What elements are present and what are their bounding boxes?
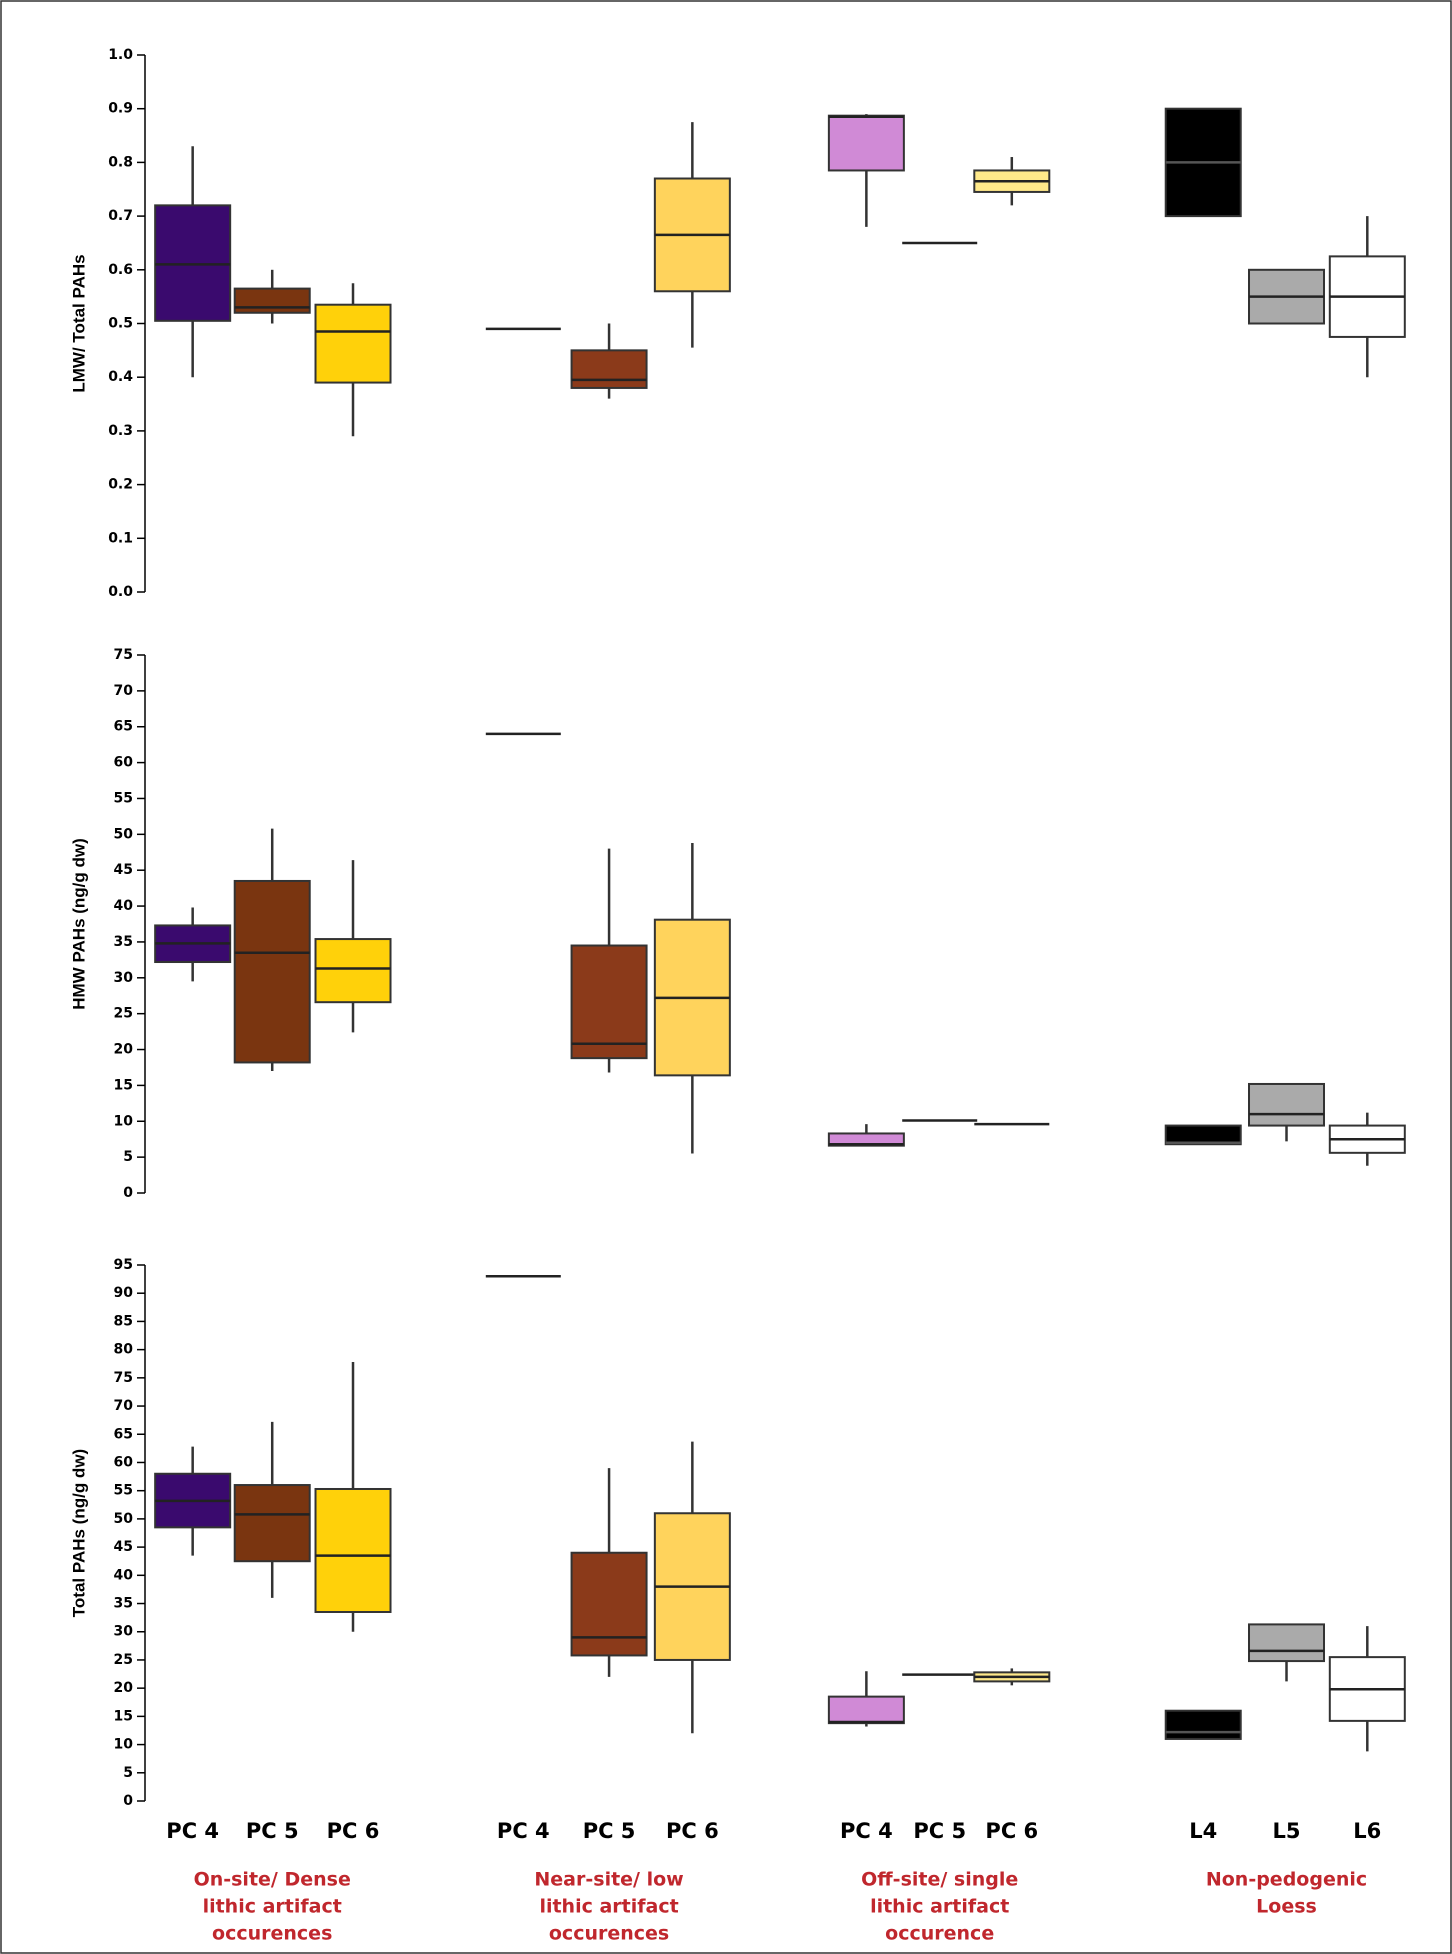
box xyxy=(570,944,648,1060)
x-tick-label: PC 5 xyxy=(246,1819,299,1843)
x-tick-label: PC 5 xyxy=(583,1819,636,1843)
y-tick-label: 60 xyxy=(114,1454,134,1470)
y-tick-label: 0.6 xyxy=(108,262,133,278)
x-tick-label: L5 xyxy=(1273,1819,1301,1843)
box xyxy=(827,1695,905,1725)
y-axis-label: Total PAHs (ng/g dw) xyxy=(69,1449,88,1617)
y-tick-label: 20 xyxy=(114,1680,134,1696)
y-tick-label: 0 xyxy=(123,1793,133,1809)
y-tick-label: 1.0 xyxy=(108,47,133,63)
y-tick-label: 90 xyxy=(114,1285,134,1301)
y-tick-label: 55 xyxy=(114,790,133,806)
group-label: On-site/ Dense xyxy=(194,1869,351,1891)
x-tick-label: PC 6 xyxy=(666,1819,719,1843)
y-tick-label: 50 xyxy=(114,1511,134,1527)
box xyxy=(314,1487,392,1613)
y-tick-label: 55 xyxy=(114,1483,133,1499)
box xyxy=(1248,1082,1326,1127)
y-tick-label: 30 xyxy=(114,1624,134,1640)
y-tick-label: 20 xyxy=(114,1042,134,1058)
group-label: Non-pedogenic xyxy=(1206,1869,1367,1891)
x-tick-label: PC 5 xyxy=(913,1819,966,1843)
y-axis-label: LMW/ Total PAHs xyxy=(69,254,88,392)
y-tick-label: 75 xyxy=(114,647,133,663)
y-tick-label: 0.3 xyxy=(108,423,133,439)
y-tick-label: 10 xyxy=(114,1113,134,1129)
y-tick-label: 0.4 xyxy=(108,369,133,385)
y-tick-label: 15 xyxy=(114,1077,133,1093)
y-tick-label: 30 xyxy=(114,970,134,986)
y-tick-label: 0.0 xyxy=(108,584,133,600)
y-tick-label: 45 xyxy=(114,1539,133,1555)
y-tick-label: 0.1 xyxy=(108,530,133,546)
group-label: occurences xyxy=(549,1923,669,1945)
group-label: occurences xyxy=(212,1923,332,1945)
group-label: lithic artifact xyxy=(870,1896,1009,1918)
y-tick-label: 5 xyxy=(123,1149,133,1165)
y-tick-label: 60 xyxy=(114,755,134,771)
y-tick-label: 0.7 xyxy=(108,208,133,224)
x-tick-label: L6 xyxy=(1353,1819,1381,1843)
x-tick-label: PC 6 xyxy=(985,1819,1038,1843)
box xyxy=(233,1484,311,1563)
y-tick-label: 75 xyxy=(114,1370,133,1386)
y-tick-label: 80 xyxy=(114,1342,134,1358)
y-tick-label: 65 xyxy=(114,719,133,735)
y-tick-label: 35 xyxy=(114,1596,133,1612)
box xyxy=(570,349,648,389)
y-tick-label: 0 xyxy=(123,1185,133,1201)
x-tick-label: PC 4 xyxy=(166,1819,219,1843)
y-tick-label: 0.8 xyxy=(108,154,133,170)
x-tick-label: PC 6 xyxy=(327,1819,380,1843)
box xyxy=(1164,1124,1242,1146)
box xyxy=(314,938,392,1004)
box xyxy=(314,303,392,384)
y-tick-label: 70 xyxy=(114,1398,134,1414)
box xyxy=(233,879,311,1064)
group-label: lithic artifact xyxy=(539,1896,678,1918)
x-tick-label: PC 4 xyxy=(497,1819,550,1843)
y-tick-label: 25 xyxy=(114,1652,133,1668)
y-tick-label: 35 xyxy=(114,934,133,950)
group-label: Off-site/ single xyxy=(861,1869,1018,1891)
box xyxy=(1164,1709,1242,1740)
box xyxy=(827,114,905,172)
box xyxy=(154,204,232,322)
y-tick-label: 0.5 xyxy=(108,316,133,332)
box xyxy=(233,287,311,314)
group-label: occurence xyxy=(885,1923,994,1945)
y-tick-label: 25 xyxy=(114,1006,133,1022)
y-tick-label: 45 xyxy=(114,862,133,878)
box xyxy=(570,1551,648,1657)
x-tick-label: PC 4 xyxy=(840,1819,893,1843)
y-tick-label: 50 xyxy=(114,826,134,842)
box xyxy=(827,1132,905,1147)
y-tick-label: 0.9 xyxy=(108,101,133,117)
y-tick-label: 40 xyxy=(114,898,134,914)
group-label: Near-site/ low xyxy=(534,1869,683,1891)
y-tick-label: 15 xyxy=(114,1708,133,1724)
y-tick-label: 0.2 xyxy=(108,477,133,493)
y-tick-label: 5 xyxy=(123,1765,133,1781)
y-tick-label: 85 xyxy=(114,1313,133,1329)
y-tick-label: 65 xyxy=(114,1426,133,1442)
x-tick-label: L4 xyxy=(1189,1819,1217,1843)
y-axis-label: HMW PAHs (ng/g dw) xyxy=(69,838,88,1010)
y-tick-label: 95 xyxy=(114,1257,133,1273)
y-tick-label: 70 xyxy=(114,683,134,699)
y-tick-label: 40 xyxy=(114,1567,134,1583)
box xyxy=(1248,1623,1326,1663)
group-label: lithic artifact xyxy=(203,1896,342,1918)
y-tick-label: 10 xyxy=(114,1737,134,1753)
group-label: Loess xyxy=(1256,1896,1317,1918)
